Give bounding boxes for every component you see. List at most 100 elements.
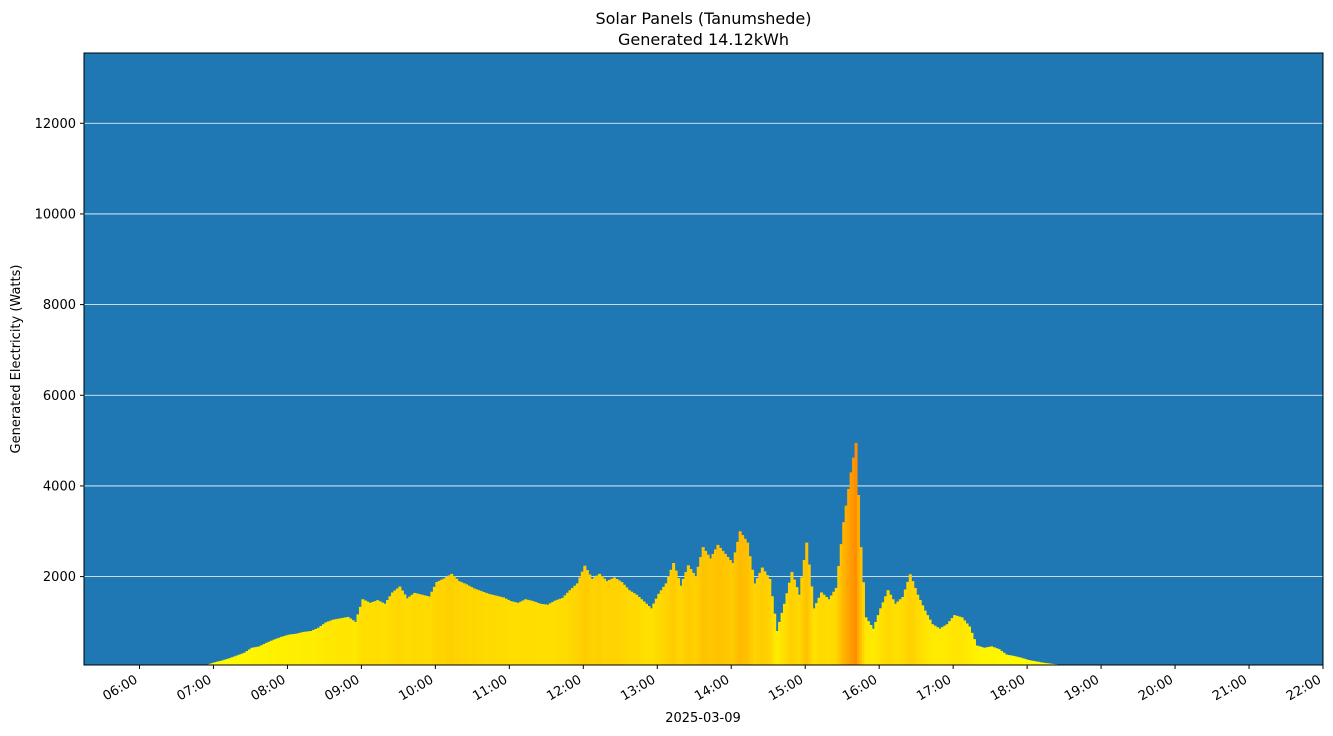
bar — [218, 661, 222, 665]
bar — [455, 578, 459, 665]
bar — [287, 634, 291, 665]
bar — [395, 588, 399, 665]
bar — [837, 566, 841, 665]
bar — [649, 608, 653, 665]
bar — [541, 604, 545, 665]
bar — [208, 663, 212, 665]
bar — [985, 647, 989, 665]
bar — [728, 559, 732, 665]
bar — [696, 566, 700, 665]
bar — [686, 565, 690, 665]
bar — [615, 579, 619, 665]
bar — [563, 595, 567, 665]
chart-subtitle: Generated 14.12kWh — [618, 30, 789, 49]
bar — [578, 577, 582, 665]
bar — [1041, 662, 1045, 665]
bar — [238, 654, 242, 665]
bar — [783, 603, 787, 665]
bar — [566, 592, 570, 665]
x-tick-label: 19:00 — [1062, 672, 1102, 704]
bar — [903, 589, 907, 665]
bar — [398, 586, 402, 665]
bar — [893, 603, 898, 665]
bar — [245, 651, 249, 665]
x-tick-label: 10:00 — [396, 672, 436, 704]
bar — [642, 601, 646, 665]
bar — [484, 592, 488, 665]
bar — [526, 599, 530, 665]
bar — [1012, 655, 1016, 665]
bar — [842, 522, 846, 665]
bar — [450, 573, 454, 665]
bar — [425, 595, 429, 665]
bar — [462, 583, 466, 665]
bar — [689, 569, 693, 665]
bar — [879, 608, 883, 665]
bar — [590, 578, 594, 665]
bar — [731, 563, 735, 665]
bar — [612, 577, 616, 665]
bar — [856, 495, 861, 665]
bar — [383, 603, 387, 665]
bar — [627, 590, 631, 665]
bar — [585, 570, 589, 665]
bar — [874, 621, 878, 665]
bar — [1007, 655, 1011, 665]
bar — [339, 618, 343, 665]
bar — [620, 582, 624, 665]
bar — [691, 572, 695, 665]
bar — [257, 646, 261, 665]
bar — [977, 646, 981, 665]
bar — [314, 628, 318, 665]
bar — [967, 626, 972, 665]
bar — [778, 621, 782, 665]
bar — [824, 597, 828, 665]
bar — [516, 602, 520, 665]
bar — [664, 583, 668, 665]
bar — [908, 574, 912, 665]
bar — [437, 580, 441, 665]
bar — [827, 599, 831, 665]
bar — [1029, 660, 1033, 665]
x-tick-label: 14:00 — [692, 672, 732, 704]
bar — [911, 581, 915, 665]
bar — [225, 658, 229, 665]
bar — [679, 585, 683, 665]
bar — [482, 592, 486, 665]
x-tick-label: 12:00 — [544, 672, 584, 704]
bar — [228, 658, 232, 665]
bar — [1027, 660, 1031, 665]
bar — [948, 621, 952, 665]
bar — [346, 616, 350, 665]
chart-title-block: Solar Panels (Tanumshede) Generated 14.1… — [0, 8, 1333, 50]
bar — [408, 596, 412, 665]
bar — [423, 595, 427, 665]
bar — [553, 600, 557, 665]
bar — [901, 597, 905, 665]
bar — [326, 621, 330, 665]
bar — [1034, 661, 1038, 665]
bar — [753, 583, 757, 665]
bar — [790, 572, 794, 665]
bar — [568, 590, 572, 665]
bar — [726, 556, 730, 665]
bar — [267, 641, 271, 665]
bar — [738, 531, 742, 665]
bar — [415, 593, 419, 665]
bar — [923, 610, 927, 665]
x-tick-label: 22:00 — [1284, 672, 1324, 704]
bar — [881, 602, 885, 665]
bar — [676, 578, 681, 665]
bar — [953, 615, 957, 665]
bar — [282, 636, 286, 665]
bar — [341, 617, 345, 665]
bar — [573, 585, 577, 665]
bar — [876, 615, 880, 665]
bar — [1019, 657, 1023, 665]
bar — [943, 625, 947, 665]
bar — [265, 642, 269, 665]
bar — [982, 647, 986, 665]
bar — [963, 620, 967, 665]
y-tick-label: 12000 — [35, 117, 76, 132]
bar — [1014, 656, 1018, 665]
